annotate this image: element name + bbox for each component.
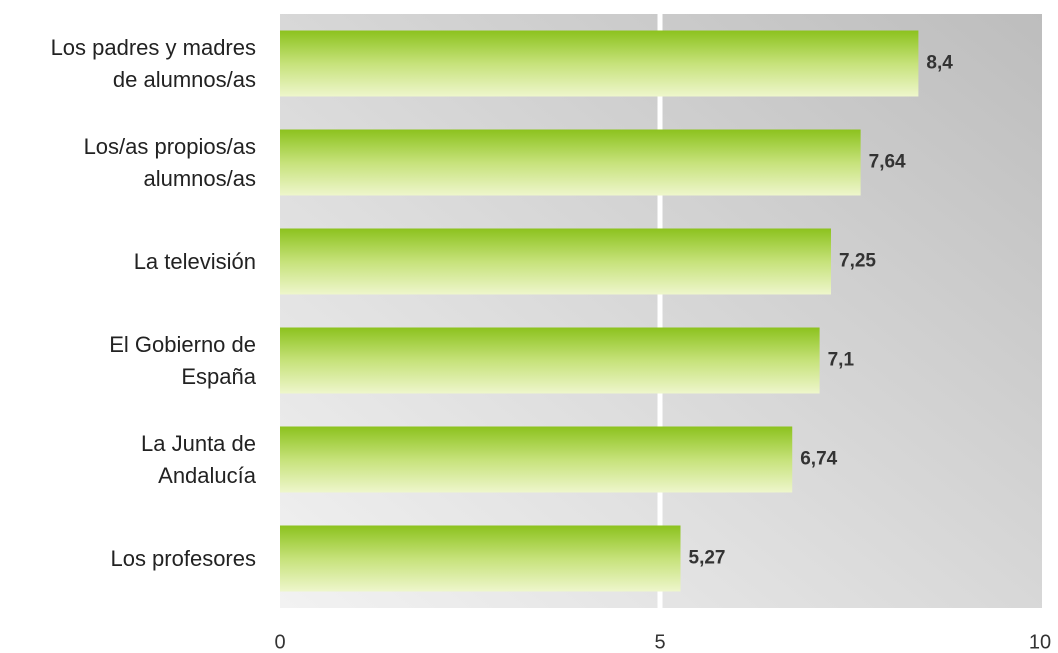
y-tick-label: El Gobierno de España [109,331,256,389]
bar [280,30,919,97]
value-label: 5,27 [689,548,726,569]
value-label: 8,4 [926,53,953,74]
y-tick-label: La Junta de Andalucía [141,430,256,488]
y-tick-label: Los padres y madres de alumnos/as [50,34,256,92]
y-tick-label: La televisión [133,248,256,274]
x-tick-label: 5 [654,631,665,653]
value-label: 7,64 [869,152,906,173]
value-label: 7,1 [828,350,855,371]
bar [280,228,831,295]
value-label: 6,74 [800,449,837,470]
bar [280,327,820,394]
bar [280,129,861,196]
bar [280,426,793,493]
value-label: 7,25 [839,251,876,272]
y-tick-label: Los profesores [110,545,256,571]
bar [280,525,681,592]
x-tick-label: 0 [274,631,285,653]
x-tick-label: 10 [1029,631,1051,653]
y-tick-label: Los/as propios/as alumnos/as [83,133,256,191]
